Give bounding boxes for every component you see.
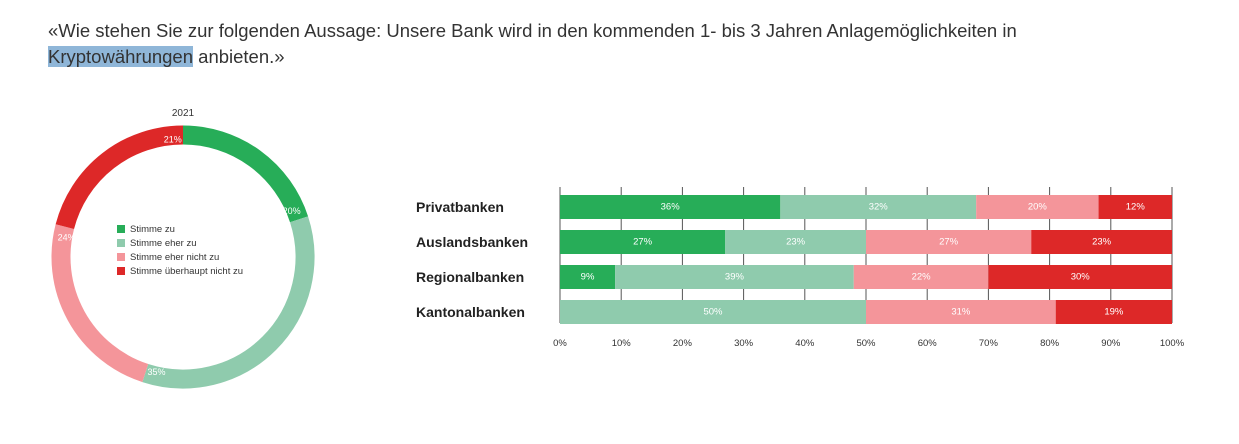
legend-label-stimme-zu: Stimme zu: [130, 224, 175, 235]
bar-segment-kantonalbanken-stimme-eher-zu: [560, 300, 866, 324]
bar-value-label: 23%: [786, 237, 806, 248]
x-tick-label: 70%: [979, 338, 999, 349]
bar-segment-privatbanken-stimme-zu: [560, 195, 781, 219]
category-label-auslandsbanken: Auslandsbanken: [416, 234, 528, 250]
bar-value-label: 12%: [1126, 202, 1146, 213]
donut-segment-stimme-ueberhaupt-nicht-zu: [55, 125, 184, 230]
bar-segment-auslandsbanken-stimme-zu: [560, 230, 726, 254]
donut-title: 2021: [172, 108, 195, 119]
donut-value-label: 21%: [164, 134, 182, 144]
bar-segment-privatbanken-stimme-ueberhaupt-nicht-zu: [1098, 195, 1172, 219]
legend-label-stimme-ueberhaupt-nicht-zu: Stimme überhaupt nicht zu: [130, 266, 243, 277]
category-label-regionalbanken: Regionalbanken: [416, 269, 524, 285]
bar-value-label: 36%: [661, 202, 681, 213]
bar-value-label: 19%: [1104, 307, 1124, 318]
x-tick-label: 40%: [795, 338, 815, 349]
legend-swatch-stimme-zu: [117, 225, 125, 233]
question-text-end: anbieten.»: [193, 46, 285, 67]
legend-swatch-stimme-ueberhaupt-nicht-zu: [117, 267, 125, 275]
bar-segment-kantonalbanken-stimme-ueberhaupt-nicht-zu: [1055, 300, 1172, 324]
bar-segment-privatbanken-stimme-eher-nicht-zu: [976, 195, 1099, 219]
x-tick-label: 50%: [856, 338, 876, 349]
category-label-privatbanken: Privatbanken: [416, 199, 504, 215]
bar-value-label: 22%: [912, 272, 932, 283]
category-label-kantonalbanken: Kantonalbanken: [416, 304, 525, 320]
donut-value-label: 35%: [147, 367, 165, 377]
bar-value-label: 30%: [1071, 272, 1091, 283]
legend-label-stimme-eher-zu: Stimme eher zu: [130, 238, 197, 249]
x-tick-label: 10%: [612, 338, 632, 349]
donut-chart: 2021 20% 35% 24% 21% Stimme zu Stimme eher zu S…: [51, 108, 315, 389]
donut-segment-stimme-eher-zu: [142, 216, 315, 389]
legend-label-stimme-eher-nicht-zu: Stimme eher nicht zu: [130, 252, 219, 263]
bar-segment-regionalbanken-stimme-eher-zu: [615, 265, 854, 289]
bar-value-label: 50%: [703, 307, 723, 318]
donut-segment-stimme-eher-nicht-zu: [51, 224, 149, 383]
legend-swatch-stimme-eher-zu: [117, 239, 125, 247]
x-tick-label: 20%: [673, 338, 693, 349]
bar-value-label: 9%: [581, 272, 595, 283]
donut-value-label: 24%: [58, 233, 76, 243]
x-tick-label: 30%: [734, 338, 754, 349]
highlighted-term: Kryptowährungen: [48, 46, 194, 67]
bar-segment-kantonalbanken-stimme-eher-nicht-zu: [866, 300, 1056, 324]
bar-segment-privatbanken-stimme-eher-zu: [780, 195, 977, 219]
bar-segment-regionalbanken-stimme-zu: [560, 265, 616, 289]
donut-value-label: 20%: [283, 206, 301, 216]
bar-value-label: 27%: [633, 237, 653, 248]
bar-value-label: 32%: [869, 202, 889, 213]
x-tick-label: 0%: [553, 338, 567, 349]
survey-question: «Wie stehen Sie zur folgenden Aussage: U…: [48, 18, 1198, 70]
bar-value-label: 31%: [951, 307, 971, 318]
bar-value-label: 20%: [1028, 202, 1048, 213]
legend-swatch-stimme-eher-nicht-zu: [117, 253, 125, 261]
bar-value-label: 39%: [725, 272, 745, 283]
x-tick-label: 100%: [1160, 338, 1185, 349]
bar-segment-auslandsbanken-stimme-ueberhaupt-nicht-zu: [1031, 230, 1172, 254]
question-text: «Wie stehen Sie zur folgenden Aussage: U…: [48, 20, 1017, 41]
bar-segment-auslandsbanken-stimme-eher-nicht-zu: [866, 230, 1032, 254]
bar-value-label: 27%: [939, 237, 959, 248]
bar-segment-regionalbanken-stimme-ueberhaupt-nicht-zu: [988, 265, 1172, 289]
x-tick-label: 90%: [1101, 338, 1121, 349]
bar-segment-auslandsbanken-stimme-eher-zu: [725, 230, 866, 254]
bar-segment-regionalbanken-stimme-eher-nicht-zu: [853, 265, 989, 289]
x-tick-label: 60%: [918, 338, 938, 349]
donut-segment-stimme-zu: [182, 125, 309, 223]
bar-value-label: 23%: [1092, 237, 1112, 248]
x-tick-label: 80%: [1040, 338, 1060, 349]
